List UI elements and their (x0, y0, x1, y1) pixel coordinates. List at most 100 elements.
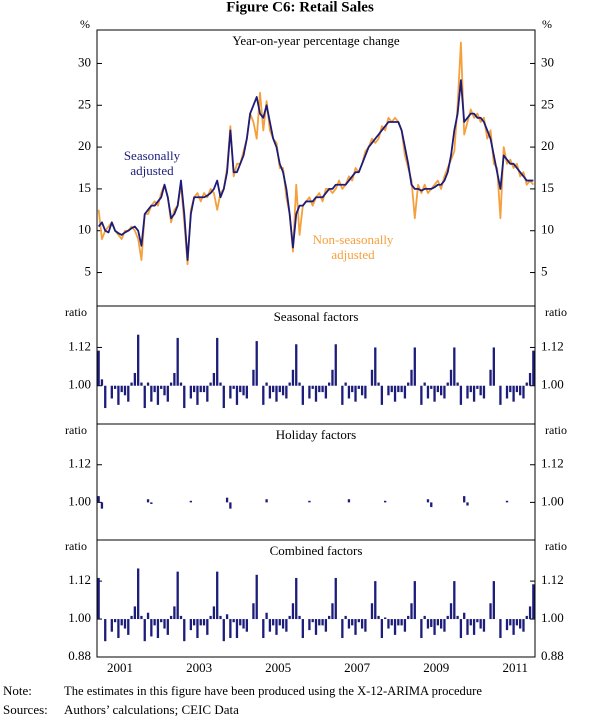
bar (206, 385, 209, 402)
bar (100, 502, 104, 509)
bar (499, 619, 502, 639)
bar (272, 385, 275, 393)
y2-axis-label: ratio (545, 423, 567, 437)
y-axis-label: ratio (65, 423, 87, 437)
bar (420, 619, 423, 639)
bar (321, 619, 324, 626)
bar (235, 385, 239, 405)
bar (156, 385, 160, 405)
bar (255, 574, 258, 620)
y-tick-label: 20 (78, 138, 91, 153)
bar (459, 619, 463, 639)
bar (163, 619, 166, 629)
series-label: Seasonally adjusted (123, 148, 181, 178)
y2-tick-label: 1.00 (541, 377, 564, 392)
bar (160, 619, 163, 623)
bar (463, 612, 466, 620)
bar (285, 619, 288, 632)
bar (301, 619, 304, 639)
bar (173, 372, 176, 386)
bar (176, 337, 179, 386)
bar (528, 372, 532, 386)
bar (397, 385, 400, 393)
bar (192, 385, 196, 393)
bar (515, 385, 519, 393)
bar (479, 619, 482, 629)
bar (436, 619, 440, 626)
bar (117, 385, 120, 405)
bar (262, 385, 265, 405)
bar (476, 385, 479, 389)
bar (446, 615, 449, 620)
bar (357, 619, 360, 623)
bar (463, 496, 466, 503)
bar (301, 385, 304, 405)
bar (433, 385, 436, 402)
bar (156, 619, 160, 639)
bar (160, 385, 163, 389)
bar (407, 382, 410, 386)
bar (446, 382, 449, 386)
bar (150, 502, 153, 504)
bar (384, 617, 387, 620)
bar (426, 385, 430, 399)
bar (509, 385, 512, 393)
bar (216, 571, 219, 620)
bar (146, 499, 150, 503)
bar (436, 385, 440, 393)
bar (515, 619, 519, 626)
bar (413, 347, 416, 386)
y-tick-label: 25 (78, 96, 91, 111)
panel-subtitle: Year-on-year percentage change (232, 33, 400, 48)
bar (173, 606, 176, 620)
bar (354, 619, 357, 635)
bar (291, 369, 295, 386)
y2-tick-label: 0.88 (541, 648, 564, 663)
bar (364, 619, 367, 632)
bar (344, 382, 347, 386)
bar (206, 619, 209, 635)
x-tick-label: 2009 (423, 660, 449, 675)
bar (104, 619, 107, 642)
bar (522, 385, 525, 399)
bar (512, 385, 515, 402)
bar (229, 619, 232, 639)
bar (104, 385, 107, 409)
bar (439, 619, 443, 629)
bar (347, 619, 351, 629)
bar (113, 619, 117, 623)
bar (311, 619, 314, 623)
bar (509, 619, 512, 626)
bar (505, 385, 509, 399)
bar (472, 385, 476, 402)
bar (298, 615, 301, 620)
bar (449, 369, 453, 386)
bar (281, 385, 285, 396)
bar (324, 385, 328, 399)
series-label: Non-seasonally adjusted (312, 232, 394, 262)
bar (532, 350, 535, 386)
bar (117, 619, 120, 639)
bar (189, 619, 193, 631)
bar (146, 612, 150, 620)
bar (492, 581, 495, 620)
bar (347, 385, 351, 399)
bar (512, 619, 515, 635)
bar (479, 385, 482, 396)
bar (255, 341, 258, 386)
bar (384, 500, 387, 503)
bar (393, 619, 397, 635)
bar (380, 619, 384, 639)
bar (288, 382, 291, 386)
bar (209, 382, 212, 386)
bar (130, 615, 133, 620)
bar (430, 385, 433, 389)
bar (466, 385, 469, 399)
bar (150, 619, 153, 637)
bar (275, 619, 278, 635)
bar (189, 500, 193, 503)
bar (443, 385, 446, 399)
y-tick-label: 1.12 (68, 456, 91, 471)
y2-tick-label: 15 (541, 180, 554, 195)
bar (377, 382, 380, 386)
